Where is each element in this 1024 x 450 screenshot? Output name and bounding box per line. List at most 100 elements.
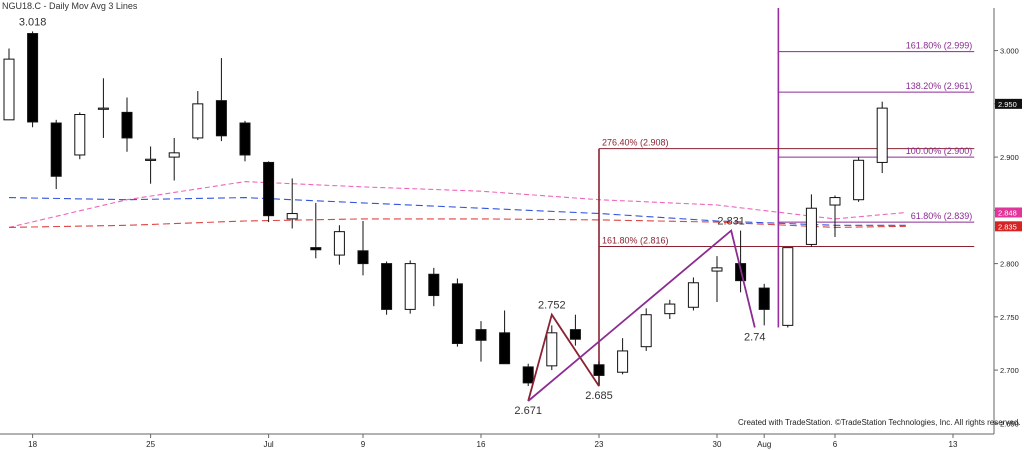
axis-badge: 2.848 bbox=[995, 207, 1022, 218]
candle-body bbox=[546, 332, 558, 367]
x-tick-label: 9 bbox=[361, 440, 366, 449]
candle bbox=[168, 137, 180, 181]
candle-body bbox=[758, 287, 770, 310]
y-tick-label: 2.700 bbox=[1000, 366, 1019, 375]
candle-body bbox=[499, 332, 511, 365]
candle-body bbox=[168, 152, 180, 158]
candle-body bbox=[145, 158, 157, 161]
candle bbox=[805, 194, 817, 247]
candle bbox=[215, 58, 227, 142]
moving-average-line-3 bbox=[8, 218, 906, 228]
candle bbox=[687, 277, 699, 311]
y-tick-label: 3.000 bbox=[1000, 47, 1019, 56]
axis-badge-label: 2.835 bbox=[998, 222, 1017, 231]
candle-body bbox=[522, 366, 534, 384]
axis-badge-bg bbox=[995, 207, 1022, 218]
candle-body bbox=[404, 263, 416, 310]
axis-badge: 2.835 bbox=[995, 221, 1022, 232]
projection-label: 161.80% (2.816) bbox=[602, 236, 669, 246]
wave-lines bbox=[527, 228, 756, 402]
candle bbox=[27, 31, 39, 128]
candle bbox=[853, 157, 865, 202]
candle bbox=[310, 202, 322, 259]
candle bbox=[640, 308, 652, 351]
candle bbox=[97, 78, 109, 138]
candle-body bbox=[782, 247, 794, 326]
swing-label: 2.671 bbox=[514, 405, 542, 417]
y-tick-label: 2.900 bbox=[1000, 153, 1019, 162]
projection-label: 100.00% (2.900) bbox=[906, 146, 973, 156]
wave-line-2 bbox=[527, 228, 756, 402]
projection-label: 61.80% (2.839) bbox=[911, 211, 973, 221]
x-tick-label: 25 bbox=[146, 440, 155, 449]
swing-label: 2.74 bbox=[744, 332, 765, 344]
swing-label: 3.018 bbox=[19, 16, 47, 28]
candle bbox=[121, 97, 133, 152]
candle bbox=[239, 120, 251, 162]
y-tick-label: 2.650 bbox=[1000, 419, 1019, 428]
candle bbox=[664, 299, 676, 319]
candle bbox=[357, 221, 369, 276]
axis-badge-bg bbox=[995, 221, 1022, 232]
moving-average-lines bbox=[8, 181, 906, 228]
x-tick-label: Aug bbox=[757, 440, 771, 449]
candle bbox=[263, 161, 275, 223]
candle bbox=[192, 91, 204, 141]
candle bbox=[286, 178, 298, 229]
candle-body bbox=[593, 364, 605, 376]
candle bbox=[499, 310, 511, 365]
candle bbox=[145, 146, 157, 184]
candle-body bbox=[27, 33, 39, 123]
candle-body bbox=[381, 263, 393, 310]
copyright-notice: Created with TradeStation. ©TradeStation… bbox=[738, 418, 1021, 427]
candle bbox=[522, 363, 534, 387]
wave-line-1 bbox=[527, 312, 600, 402]
axis-badges: 2.950 2.848 2.835 bbox=[995, 98, 1022, 232]
candle bbox=[711, 256, 723, 302]
axis-badge-label: 2.848 bbox=[998, 208, 1017, 217]
candle-body bbox=[687, 282, 699, 308]
candle-body bbox=[853, 159, 865, 201]
candle bbox=[404, 260, 416, 314]
axis-badge-label: 2.950 bbox=[998, 100, 1017, 109]
candle-body bbox=[664, 303, 676, 315]
swing-labels: 3.018 2.671 2.752 2.685 2.831 2.74 bbox=[19, 16, 766, 417]
y-tick-label: 2.800 bbox=[1000, 260, 1019, 269]
fibonacci-projections: 276.40% (2.908) 161.80% (2.816) 161.80% (2… bbox=[598, 8, 975, 387]
candle-body bbox=[239, 122, 251, 156]
candle-body bbox=[50, 122, 62, 177]
chart-title: NGU18.C - Daily Mov Avg 3 Lines bbox=[2, 1, 138, 11]
candle bbox=[829, 195, 841, 237]
candle bbox=[475, 321, 487, 362]
candle bbox=[3, 48, 15, 121]
candle-body bbox=[876, 107, 888, 163]
candle-body bbox=[617, 350, 629, 373]
candles bbox=[3, 31, 888, 387]
y-tick-label: 2.750 bbox=[1000, 313, 1019, 322]
candle-body bbox=[74, 114, 86, 156]
candle-body bbox=[711, 267, 723, 272]
moving-average-line-1 bbox=[8, 181, 906, 228]
candle-body bbox=[640, 314, 652, 348]
chart-axes: 2.6502.7002.7502.8002.8502.9002.9503.000… bbox=[0, 8, 1019, 449]
candle bbox=[569, 314, 581, 346]
candle bbox=[451, 278, 463, 347]
candle-body bbox=[569, 329, 581, 340]
moving-average-line-2 bbox=[8, 197, 906, 226]
projection-label: 161.80% (2.999) bbox=[906, 41, 973, 51]
x-tick-label: 13 bbox=[949, 440, 958, 449]
candle-body bbox=[263, 161, 275, 217]
candle bbox=[74, 112, 86, 160]
candle bbox=[546, 325, 558, 371]
candle bbox=[381, 261, 393, 315]
candle-body bbox=[829, 197, 841, 206]
candle bbox=[782, 247, 794, 328]
candle-body bbox=[805, 207, 817, 245]
candle-body bbox=[3, 58, 15, 121]
swing-label: 2.685 bbox=[585, 390, 613, 402]
x-tick-label: 18 bbox=[28, 440, 37, 449]
candle-body bbox=[428, 273, 440, 297]
candle-body bbox=[121, 111, 133, 139]
candle bbox=[428, 267, 440, 307]
